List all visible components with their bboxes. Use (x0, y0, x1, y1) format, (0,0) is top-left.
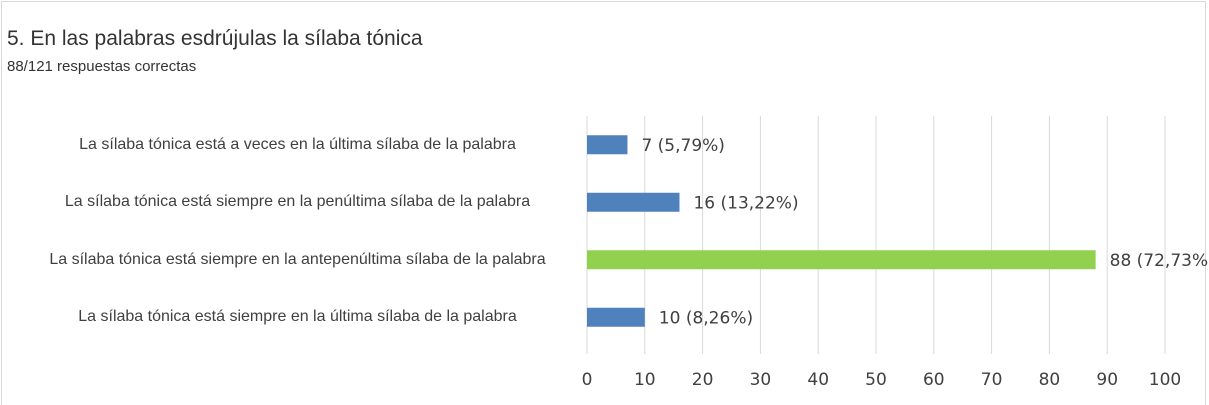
data-label: 88 (72,73%) (1110, 251, 1209, 271)
y-tick-label: La sílaba tónica está siempre en la ante… (49, 250, 546, 268)
chart-title: 5. En las palabras esdrújulas la sílaba … (7, 27, 423, 50)
bar (587, 192, 680, 212)
x-tick-label: 70 (981, 370, 1003, 390)
data-label: 10 (8,26%) (659, 308, 753, 328)
x-tick-label: 20 (692, 370, 714, 390)
x-tick-label: 60 (923, 370, 945, 390)
data-label: 16 (13,22%) (693, 193, 798, 213)
data-label: 7 (5,79%) (641, 136, 725, 156)
x-tick-label: 0 (582, 370, 593, 390)
x-tick-label: 40 (807, 370, 829, 390)
bar (587, 135, 628, 155)
x-tick-label: 30 (750, 370, 772, 390)
bar (587, 250, 1096, 270)
y-tick-label: La sílaba tónica está siempre en la penú… (64, 193, 531, 211)
y-tick-label: La sílaba tónica está a veces en la últi… (79, 135, 516, 153)
x-tick-label: 80 (1039, 370, 1061, 390)
x-tick-label: 100 (1149, 370, 1181, 390)
chart-subtitle: 88/121 respuestas correctas (7, 58, 197, 75)
x-tick-label: 90 (1096, 370, 1118, 390)
x-tick-label: 10 (634, 370, 656, 390)
bar (587, 307, 645, 327)
y-tick-label: La sílaba tónica está siempre en la últi… (78, 308, 517, 326)
x-tick-label: 50 (865, 370, 887, 390)
